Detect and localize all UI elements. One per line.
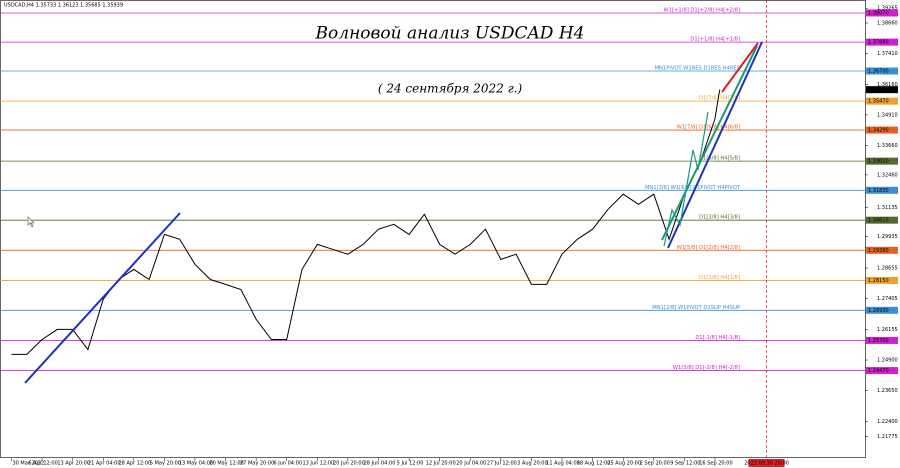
x-tick-label: 9 Sep 12:00 [670, 461, 700, 467]
price-line [11, 89, 721, 355]
level-tag [866, 97, 898, 105]
y-tick-label: 1.39265 [877, 6, 898, 12]
plot-frame [0, 0, 866, 458]
level-tag-label: 1.24470 [868, 368, 889, 374]
y-tick-label: 1.29935 [877, 234, 898, 240]
wave-line [663, 111, 709, 247]
x-tick-label: 16 Sep 20:00 [699, 461, 732, 467]
level-label: D1[7/8] H4[7/8] [699, 96, 740, 102]
x-tick-label: 2 Sep 20:00 [640, 461, 670, 467]
x-tick-label: 6 Jun 04:00 [273, 461, 302, 467]
x-tick-label: 18 Aug 12:00 [577, 461, 611, 467]
level-tag-label: 1.31830 [868, 188, 889, 194]
x-tick-label: 20 May 12:00 [209, 461, 243, 467]
x-tick-label: 25 Aug 20:00 [607, 461, 641, 467]
x-tick-label: 27 Jul 12:00 [487, 461, 517, 467]
level-label: W1[+1/8] D1[+2/8] H4[+2/8] [664, 7, 740, 13]
x-tick-label: 13 May 04:00 [179, 461, 213, 467]
level-tag-label: 1.35470 [868, 99, 889, 105]
chart-subtitle: ( 24 сентября 2022 г.) [378, 82, 523, 96]
x-tick-label: 20 Jul 04:00 [456, 461, 486, 467]
x-tick-label: 13 Apr 20:00 [57, 461, 90, 467]
y-tick-label: 1.31135 [877, 205, 898, 211]
x-tick-label: 27 May 20:00 [240, 461, 274, 467]
y-tick-label: 1.34910 [877, 112, 898, 118]
x-tick-label: 30 Mar 2022 [12, 461, 44, 467]
trend-lines [24, 41, 763, 384]
level-label: W1[7/8] D1[6/8] H4[6/8] [677, 125, 740, 131]
y-tick-label: 1.21775 [877, 434, 898, 440]
y-tick-label: 1.38660 [877, 21, 898, 27]
level-tag-label: 1.36700 [868, 69, 889, 75]
y-tick-label: 1.27405 [877, 296, 898, 302]
level-tag-label: 1.37880 [868, 40, 889, 46]
trend-line [24, 212, 181, 384]
level-tag-label: 1.25700 [868, 338, 889, 344]
level-tag [866, 186, 898, 194]
level-tag-label: 1.29380 [868, 248, 889, 254]
level-label: D1[5/8] H4[5/8] [699, 156, 740, 162]
level-label: MN1PIVOT W1RES D1RES H4RES [655, 66, 740, 72]
level-tag-label: 1.28150 [868, 278, 889, 284]
x-tick-label: 13 Jun 12:00 [302, 461, 334, 467]
level-tag [866, 216, 898, 224]
x-tick-label: 5 Jul 12:00 [397, 461, 424, 467]
level-label: MN1[3/8] W1[6/8] D1PIVOT H4PIVOT [645, 185, 741, 191]
x-tick-label: 11 Aug 04:00 [546, 461, 580, 467]
level-label: W1[3/8] D1[-2/8] H4[-2/8] [673, 365, 740, 371]
x-tick-label: 20 Jun 20:00 [333, 461, 365, 467]
level-tag-label: 1.26930 [868, 308, 889, 314]
last-price-label: 1.35939 [868, 87, 889, 93]
level-tag-label: 1.30610 [868, 218, 889, 224]
x-tick-label: 5 May 20:00 [150, 461, 181, 467]
level-label: D1[1/8] H4[1/8] [699, 275, 740, 281]
level-label: D1[+1/8] H4[+1/8] [690, 37, 740, 43]
level-tag [866, 276, 898, 284]
y-tick-label: 1.32460 [877, 172, 898, 178]
last-price-tag [866, 86, 898, 94]
x-tick-label: 3 Aug 20:00 [517, 461, 548, 467]
level-tag [866, 67, 898, 75]
level-tag [866, 126, 898, 134]
period-end-label: 2022.09.30 20:00 [744, 461, 789, 467]
y-tick-label: 1.23650 [877, 388, 898, 394]
y-tick-label: 1.37410 [877, 51, 898, 57]
x-tick-label: 6 Apr 12:00 [28, 461, 57, 467]
trend-line [661, 45, 758, 241]
y-tick-label: 1.22400 [877, 419, 898, 425]
level-tag [866, 336, 898, 344]
header: USDCAD,H4 1.35733 1.36123 1.35685 1.3593… [4, 3, 123, 9]
x-tick-label: 21 Apr 04:00 [88, 461, 121, 467]
level-label: D1[3/8] H4[3/8] [699, 215, 740, 221]
trend-line [667, 41, 763, 249]
x-tick-label: 28 Apr 12:00 [119, 461, 152, 467]
level-tag-label: 1.33020 [868, 159, 889, 165]
period-end-tag [748, 459, 785, 467]
level-tag [866, 367, 898, 375]
level-label: MN1[2/8] W1PIVOT D1SUP H4SUP [652, 305, 740, 311]
level-tag-label: 1.39070 [868, 10, 889, 16]
chart-title: Волновой анализ USDCAD H4 [315, 24, 585, 44]
trend-line [721, 42, 759, 93]
x-tick-label: 28 Jun 04:00 [364, 461, 396, 467]
level-tag [866, 246, 898, 254]
y-tick-label: 1.24900 [877, 358, 898, 364]
x-tick-label: 12 Jul 20:00 [426, 461, 456, 467]
level-tag [866, 9, 898, 17]
y-tick-label: 1.26155 [877, 327, 898, 333]
y-tick-label: 1.28655 [877, 266, 898, 272]
level-tag [866, 157, 898, 165]
level-tag [866, 306, 898, 314]
level-tag [866, 38, 898, 46]
level-label: D1[-1/8] H4[-1/8] [695, 335, 740, 341]
y-tick-label: 1.36160 [877, 82, 898, 88]
cursor-icon [27, 216, 35, 228]
y-tick-label: 1.33660 [877, 143, 898, 149]
level-label: W1[5/8] D1[2/8] H4[2/8] [677, 245, 740, 251]
level-tag-label: 1.34290 [868, 128, 889, 134]
